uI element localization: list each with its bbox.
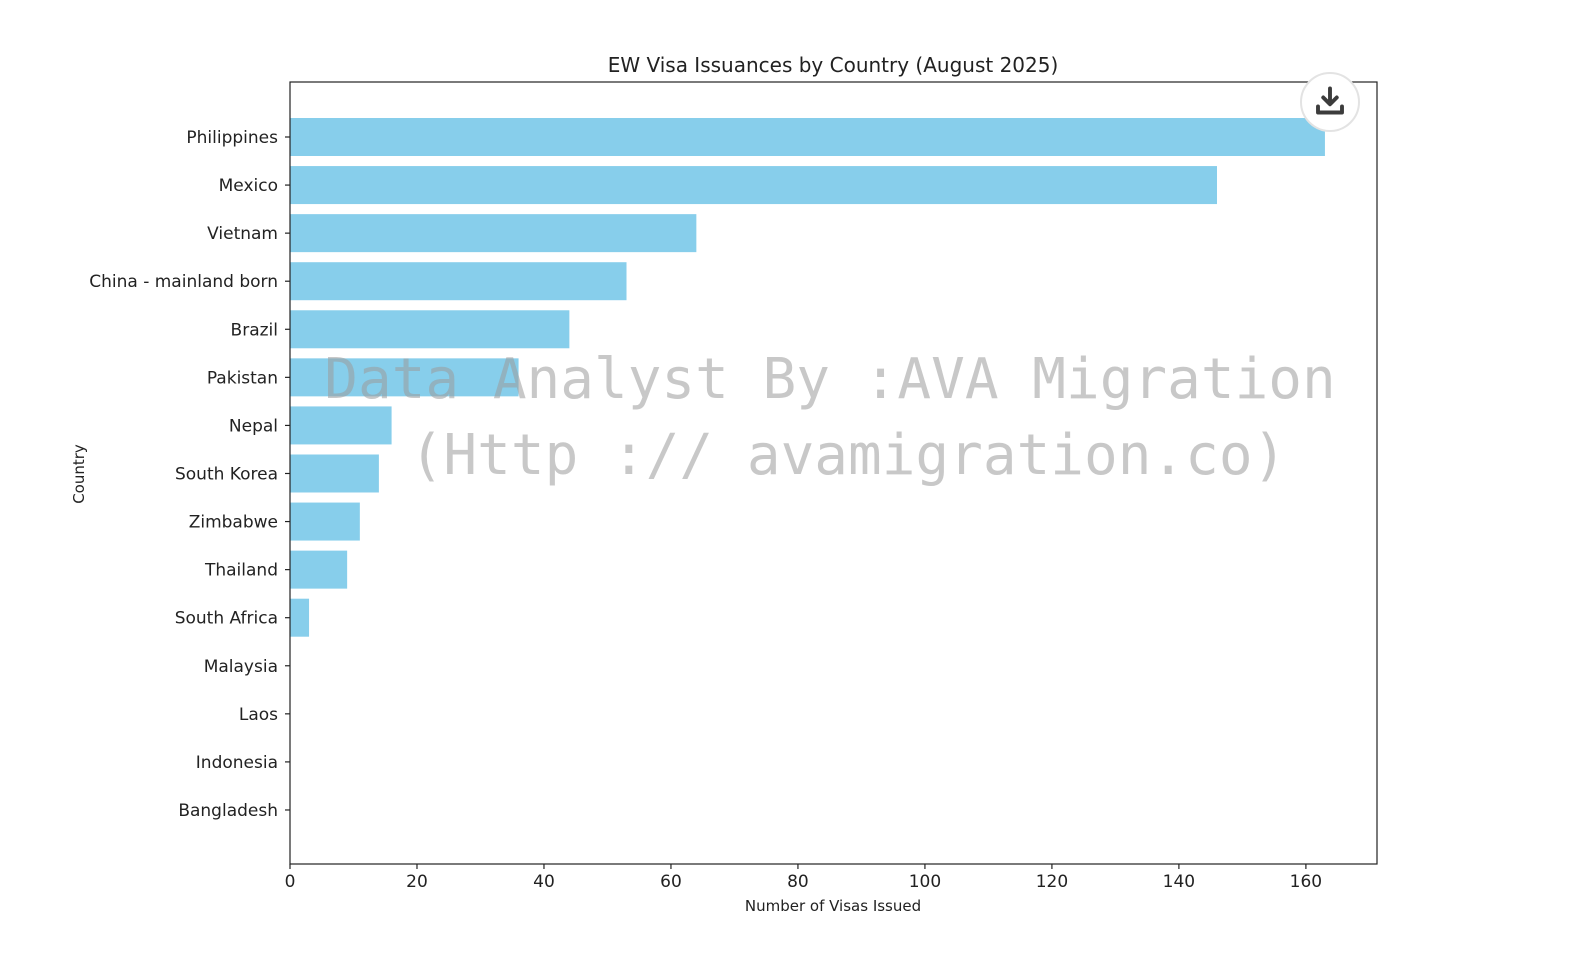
bar-brazil xyxy=(290,310,570,349)
y-tick-label: Indonesia xyxy=(196,753,278,773)
y-tick-label: Philippines xyxy=(186,128,278,148)
x-tick-label: 80 xyxy=(787,872,809,892)
x-tick-label: 160 xyxy=(1290,872,1322,892)
y-tick-label: Bangladesh xyxy=(178,801,278,821)
bar-zimbabwe xyxy=(290,502,360,541)
y-tick-label: Nepal xyxy=(229,416,278,436)
x-tick-label: 40 xyxy=(533,872,555,892)
bar-pakistan xyxy=(290,358,519,397)
bar-vietnam xyxy=(290,214,697,253)
x-tick-label: 100 xyxy=(909,872,941,892)
x-tick-label: 140 xyxy=(1163,872,1195,892)
bar-nepal xyxy=(290,406,392,445)
download-icon xyxy=(1316,86,1344,115)
bar-thailand xyxy=(290,550,348,589)
y-tick-label: Thailand xyxy=(204,561,278,581)
x-tick-label: 0 xyxy=(285,872,296,892)
y-tick-label: Brazil xyxy=(231,320,278,340)
y-tick-label: Zimbabwe xyxy=(189,513,278,533)
y-tick-label: China - mainland born xyxy=(89,272,278,292)
download-button[interactable] xyxy=(1300,72,1360,132)
y-tick-label: South Africa xyxy=(175,609,278,629)
watermark-line-1: Data Analyst By :AVA Migration xyxy=(324,347,1335,412)
x-tick-label: 20 xyxy=(406,872,428,892)
y-tick-label: South Korea xyxy=(175,464,278,484)
bar-china-mainland-born xyxy=(290,262,627,301)
y-tick-label: Vietnam xyxy=(207,224,278,244)
y-tick-label: Malaysia xyxy=(204,657,278,677)
bar-mexico xyxy=(290,166,1217,205)
x-tick-label: 120 xyxy=(1036,872,1068,892)
y-tick-label: Mexico xyxy=(219,176,278,196)
bar-philippines xyxy=(290,118,1325,156)
bar-south-korea xyxy=(290,454,379,493)
bar-south-africa xyxy=(290,598,310,637)
y-axis-label: Country xyxy=(70,444,88,504)
watermark-line-2: (Http :// avamigration.co) xyxy=(410,423,1287,488)
x-tick-label: 60 xyxy=(660,872,682,892)
y-tick-label: Pakistan xyxy=(207,368,278,388)
x-axis-label: Number of Visas Issued xyxy=(745,897,921,915)
y-tick-label: Laos xyxy=(239,705,278,725)
chart-title: EW Visa Issuances by Country (August 202… xyxy=(608,53,1059,77)
